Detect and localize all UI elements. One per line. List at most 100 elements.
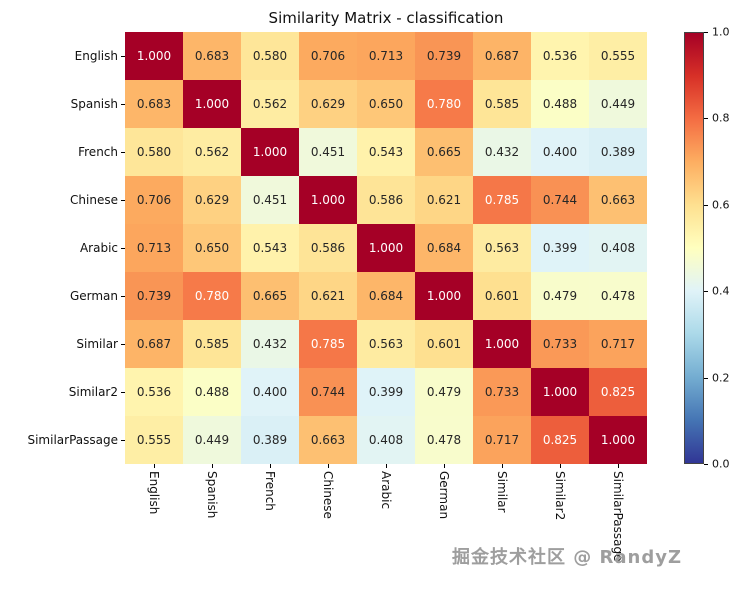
heatmap-cell: 0.629	[299, 80, 357, 128]
heatmap-cell: 0.739	[415, 32, 473, 80]
watermark: 掘金技术社区 @ RandyZ	[452, 547, 683, 568]
row-label: Chinese	[70, 193, 118, 207]
colorbar-tick-mark	[704, 377, 708, 379]
heatmap-cell: 0.488	[531, 80, 589, 128]
heatmap-cell: 0.663	[589, 176, 647, 224]
heatmap-cell: 0.706	[299, 32, 357, 80]
heatmap-cell: 0.555	[589, 32, 647, 80]
heatmap-cell: 0.479	[531, 272, 589, 320]
colorbar-tick-label: 0.8	[712, 111, 730, 125]
heatmap-cell: 0.479	[415, 368, 473, 416]
heatmap-cell: 0.713	[357, 32, 415, 80]
heatmap-grid: 1.000 0.683 0.580 0.706 0.713 0.739 0.687 0.536…	[125, 32, 647, 464]
x-tick-mark	[502, 464, 503, 468]
y-tick-mark	[121, 152, 125, 153]
heatmap-cell: 0.400	[241, 368, 299, 416]
heatmap-cell: 0.449	[589, 80, 647, 128]
heatmap-cell: 0.580	[241, 32, 299, 80]
heatmap-cell: 0.621	[299, 272, 357, 320]
heatmap-cell: 0.601	[415, 320, 473, 368]
heatmap-cell: 0.785	[473, 176, 531, 224]
col-label: Spanish	[183, 471, 241, 518]
colorbar-tick-mark	[704, 464, 708, 465]
col-label-text: Similar2	[553, 471, 567, 521]
colorbar-tick-mark	[704, 32, 708, 33]
col-label-text: Arabic	[379, 471, 393, 510]
row-label: French	[78, 145, 118, 159]
x-tick-mark	[212, 464, 213, 468]
heatmap-cell: 0.683	[183, 32, 241, 80]
heatmap-cell: 1.000	[241, 128, 299, 176]
x-tick-mark	[386, 464, 387, 468]
row-label: Arabic	[79, 241, 118, 255]
heatmap-cell: 0.684	[415, 224, 473, 272]
heatmap-cell: 1.000	[589, 416, 647, 464]
heatmap-cell: 0.825	[589, 368, 647, 416]
heatmap-cell: 0.621	[415, 176, 473, 224]
heatmap-cell: 0.408	[589, 224, 647, 272]
heatmap-cell: 0.449	[183, 416, 241, 464]
heatmap-cell: 0.478	[415, 416, 473, 464]
col-label-text: German	[437, 471, 451, 520]
row-label: German	[69, 289, 118, 303]
heatmap-cell: 0.780	[415, 80, 473, 128]
x-tick-mark	[328, 464, 329, 468]
y-tick-mark	[121, 104, 125, 105]
heatmap-cell: 0.585	[473, 80, 531, 128]
heatmap-cell: 0.432	[241, 320, 299, 368]
colorbar-tick-label: 1.0	[712, 25, 730, 39]
heatmap-cell: 0.744	[299, 368, 357, 416]
heatmap-cell: 0.432	[473, 128, 531, 176]
heatmap-cell: 0.543	[357, 128, 415, 176]
heatmap-cell: 0.451	[299, 128, 357, 176]
colorbar-tick-label: 0.2	[712, 371, 730, 385]
heatmap-cell: 1.000	[299, 176, 357, 224]
colorbar-tick-mark	[704, 118, 708, 120]
heatmap-cell: 0.563	[473, 224, 531, 272]
row-label: SimilarPassage	[27, 433, 118, 447]
y-tick-mark	[121, 392, 125, 393]
colorbar-tick-label: 0.4	[712, 284, 730, 298]
y-tick-mark	[121, 248, 125, 249]
heatmap-cell: 0.580	[125, 128, 183, 176]
heatmap-cell: 0.408	[357, 416, 415, 464]
heatmap-cell: 0.665	[415, 128, 473, 176]
heatmap-cell: 0.663	[299, 416, 357, 464]
row-label: Spanish	[70, 97, 118, 111]
heatmap-cell: 1.000	[183, 80, 241, 128]
heatmap-cell: 0.389	[241, 416, 299, 464]
col-label: Similar	[473, 471, 531, 513]
x-tick-mark	[270, 464, 271, 468]
row-label: Similar2	[68, 385, 118, 399]
heatmap-cell: 0.650	[357, 80, 415, 128]
heatmap-cell: 0.713	[125, 224, 183, 272]
heatmap-cell: 0.601	[473, 272, 531, 320]
x-tick-mark	[618, 464, 619, 468]
heatmap-cell: 0.650	[183, 224, 241, 272]
heatmap-cell: 1.000	[531, 368, 589, 416]
heatmap-cell: 0.684	[357, 272, 415, 320]
col-label: Chinese	[299, 471, 357, 519]
col-label: French	[241, 471, 299, 511]
col-label: German	[415, 471, 473, 519]
heatmap-cell: 0.400	[531, 128, 589, 176]
col-label-text: English	[147, 471, 161, 515]
heatmap-cell: 0.825	[531, 416, 589, 464]
heatmap-cell: 1.000	[125, 32, 183, 80]
heatmap-cell: 0.717	[589, 320, 647, 368]
heatmap-cell: 0.563	[357, 320, 415, 368]
heatmap-cell: 1.000	[357, 224, 415, 272]
heatmap-cell: 0.536	[531, 32, 589, 80]
colorbar-tick-mark	[704, 291, 708, 293]
heatmap-cell: 0.687	[473, 32, 531, 80]
col-label: SimilarPassage	[589, 471, 647, 562]
y-tick-mark	[121, 296, 125, 297]
col-label-text: Chinese	[321, 471, 335, 519]
heatmap-cell: 0.562	[241, 80, 299, 128]
heatmap-cell: 0.739	[125, 272, 183, 320]
y-tick-mark	[121, 440, 125, 441]
colorbar-tick-label: 0.6	[712, 198, 730, 212]
heatmap-cell: 0.478	[589, 272, 647, 320]
heatmap-cell: 0.536	[125, 368, 183, 416]
